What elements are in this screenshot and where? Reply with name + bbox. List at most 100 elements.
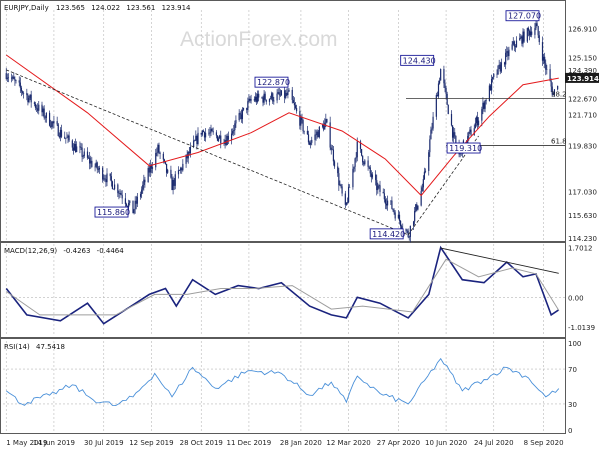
candle-body	[508, 49, 510, 57]
candle-body	[386, 200, 389, 206]
candle-body	[356, 141, 358, 158]
x-tick-label: 1 May 2019	[6, 439, 47, 447]
candle-body	[549, 69, 551, 81]
candle-body	[295, 108, 298, 112]
candle-body	[181, 168, 183, 171]
candle-body	[194, 140, 196, 142]
candle-body	[370, 173, 372, 178]
candle-body	[51, 121, 53, 127]
candle-body	[110, 176, 112, 182]
candle-body	[308, 142, 311, 145]
candle-body	[329, 122, 331, 148]
candle-body	[519, 38, 521, 41]
candle-body	[333, 161, 336, 167]
candle-body	[469, 129, 471, 132]
y-tick-label: 119.830	[568, 142, 597, 150]
candle-body	[79, 146, 81, 148]
x-tick-label: 28 Jan 2020	[280, 439, 322, 447]
candle-body	[234, 123, 236, 131]
candle-body	[488, 85, 491, 101]
candle-body	[423, 171, 426, 180]
price-annotation-text: 122.870	[257, 78, 290, 87]
candle-body	[363, 162, 365, 165]
candle-body	[76, 146, 78, 153]
candle-body	[171, 177, 173, 191]
candle-body	[273, 100, 275, 102]
candle-body	[158, 144, 160, 153]
candle-body	[391, 200, 393, 209]
candle-body	[347, 187, 350, 203]
candle-body	[58, 135, 60, 138]
price-panel	[0, 0, 566, 242]
candle-body	[325, 119, 327, 123]
candle-body	[82, 156, 84, 157]
candle-body	[233, 130, 235, 132]
candle-body	[288, 89, 290, 92]
candle-body	[544, 56, 546, 64]
candle-body	[528, 30, 531, 36]
candle-body	[551, 86, 553, 95]
y-tick-label: 115.630	[568, 212, 597, 220]
candle-body	[527, 28, 530, 31]
candle-body	[239, 113, 241, 115]
candle-body	[318, 126, 320, 138]
candle-body	[474, 123, 476, 129]
candle-body	[5, 73, 7, 79]
candle-body	[6, 77, 8, 79]
candle-body	[407, 230, 409, 238]
candle-body	[182, 163, 184, 171]
header-symbol: EURJPY,Daily	[4, 4, 49, 12]
candle-body	[447, 104, 449, 115]
candle-body	[485, 100, 487, 101]
candle-body	[277, 92, 279, 94]
candle-body	[429, 139, 431, 153]
candle-body	[202, 130, 205, 132]
candle-body	[545, 63, 547, 70]
y-tick-label: 125.150	[568, 54, 597, 62]
trendline	[6, 69, 409, 236]
candle-body	[521, 36, 523, 44]
candle-body	[109, 173, 111, 177]
candle-body	[535, 23, 537, 29]
candle-body	[43, 108, 45, 118]
candle-body	[512, 41, 514, 45]
candle-body	[493, 73, 495, 78]
candle-body	[477, 120, 480, 126]
candle-body	[128, 203, 130, 207]
macd-label: MACD(12,26,9)	[4, 247, 57, 255]
candle-body	[385, 203, 388, 206]
candle-body	[345, 202, 348, 205]
fib-level-label: 61.8	[551, 137, 567, 145]
candle-body	[415, 204, 417, 211]
candle-body	[303, 130, 305, 132]
candle-body	[354, 158, 356, 167]
price-annotation-box	[400, 54, 435, 66]
candle-body	[286, 92, 288, 96]
candle-body	[412, 221, 415, 226]
candle-body	[455, 135, 457, 143]
candle-body	[503, 62, 506, 65]
rsi-panel	[0, 338, 566, 434]
candle-body	[377, 185, 379, 191]
candle-body	[369, 167, 371, 174]
header-low: 123.561	[126, 4, 155, 12]
candle-body	[232, 131, 234, 134]
candle-body	[268, 98, 271, 102]
candle-body	[557, 85, 559, 90]
x-tick-label: 27 Apr 2020	[377, 439, 420, 447]
y-tick-label: 30	[568, 401, 577, 409]
candle-body	[241, 109, 244, 120]
candle-body	[444, 83, 446, 88]
candle-body	[247, 101, 249, 111]
x-tick-label: 28 Oct 2019	[180, 439, 223, 447]
price-header: EURJPY,Daily 123.565 124.022 123.561 123…	[4, 4, 191, 12]
candle-body	[284, 90, 286, 98]
candle-body	[450, 114, 453, 126]
candle-body	[331, 149, 333, 151]
candle-body	[394, 212, 396, 219]
candle-body	[30, 94, 32, 103]
candle-body	[151, 167, 154, 169]
candle-body	[41, 104, 43, 113]
candle-body	[507, 51, 509, 57]
y-tick-label: 70	[568, 366, 577, 374]
